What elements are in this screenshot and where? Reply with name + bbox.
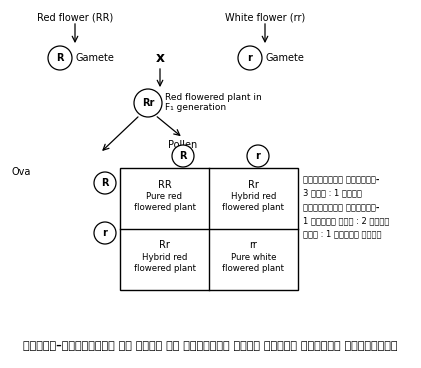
Text: flowered plant: flowered plant [223, 264, 285, 273]
Text: flowered plant: flowered plant [223, 203, 285, 212]
Text: Gamete: Gamete [75, 53, 114, 63]
Text: r: r [256, 151, 261, 161]
Text: Rr: Rr [142, 98, 154, 108]
Bar [120, 168, 298, 290]
Text: Hybrid red: Hybrid red [231, 192, 276, 201]
Text: x: x [155, 51, 165, 65]
Text: Pure red: Pure red [147, 192, 182, 201]
Text: RR: RR [157, 180, 171, 190]
Text: फेनोटाइप अनुपात-: फेनोटाइप अनुपात- [303, 176, 379, 184]
Text: Pure white: Pure white [231, 253, 276, 262]
Text: Red flowered plant in: Red flowered plant in [165, 93, 262, 103]
Text: R: R [179, 151, 187, 161]
Circle shape [172, 145, 194, 167]
Text: Pollen: Pollen [168, 140, 197, 150]
Circle shape [134, 89, 162, 117]
Text: r: r [103, 228, 107, 238]
Text: rr: rr [250, 241, 257, 251]
Text: F₁ generation: F₁ generation [165, 103, 226, 113]
Text: जीनोटाइप अनुपात-: जीनोटाइप अनुपात- [303, 204, 379, 212]
Circle shape [247, 145, 269, 167]
Text: R: R [101, 178, 109, 188]
Text: White flower (rr): White flower (rr) [225, 13, 305, 23]
Text: flowered plant: flowered plant [133, 264, 195, 273]
Text: Rr: Rr [159, 241, 170, 251]
Text: Red flower (RR): Red flower (RR) [37, 13, 113, 23]
Circle shape [238, 46, 262, 70]
Circle shape [48, 46, 72, 70]
Text: Ova: Ova [12, 167, 32, 177]
Text: r: r [248, 53, 253, 63]
Text: 1 शुद्ध लाल : 2 संकर: 1 शुद्ध लाल : 2 संकर [303, 216, 389, 226]
Text: चित्र–पृथक्करण के नियम का पुन्नेट चैकर बोर्ड द्वारा प्रदर्शन: चित्र–पृथक्करण के नियम का पुन्नेट चैकर ब… [23, 341, 398, 351]
Text: Rr: Rr [248, 180, 259, 190]
Text: Gamete: Gamete [265, 53, 304, 63]
Text: flowered plant: flowered plant [133, 203, 195, 212]
Text: Hybrid red: Hybrid red [142, 253, 187, 262]
Text: लाल : 1 शुद्ध सफेद: लाल : 1 शुद्ध सफेद [303, 230, 381, 238]
Circle shape [94, 172, 116, 194]
Circle shape [94, 222, 116, 244]
Text: 3 लाल : 1 सफेद: 3 लाल : 1 सफेद [303, 188, 362, 198]
Text: R: R [56, 53, 64, 63]
